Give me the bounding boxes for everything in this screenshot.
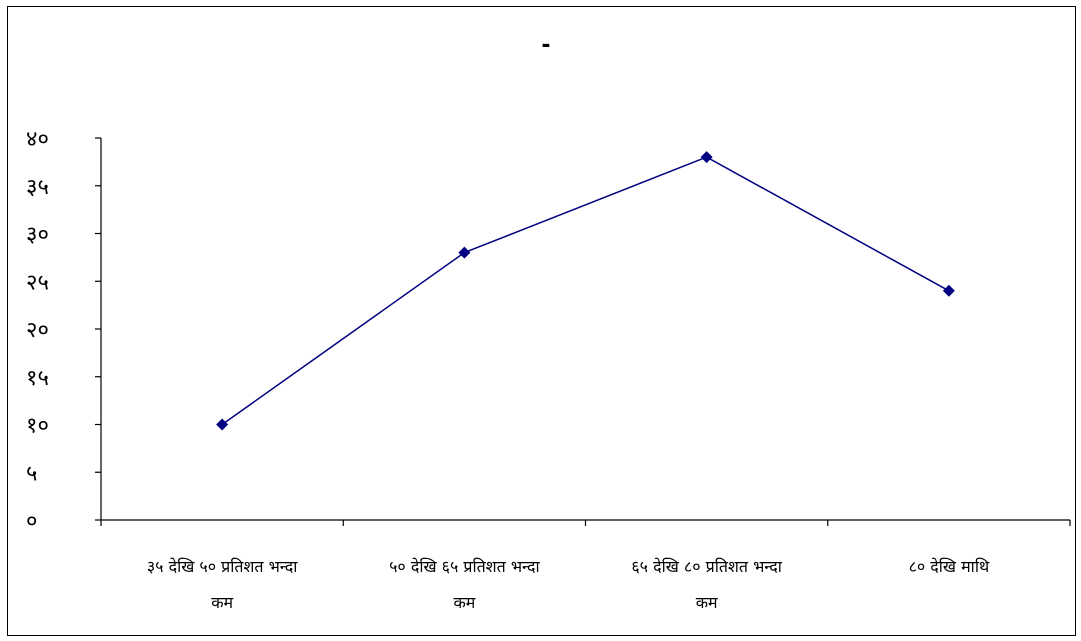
y-tick-label: २५	[26, 270, 49, 295]
y-tick-label: ३५	[26, 175, 49, 200]
y-tick-label: ५	[26, 461, 37, 486]
data-point-marker	[700, 151, 713, 164]
y-tick-label: ४०	[26, 127, 49, 152]
chart-frame	[7, 6, 1076, 636]
chart-title: -	[541, 33, 550, 58]
plot-area	[216, 151, 955, 431]
y-tick-label: १५	[26, 366, 49, 391]
x-tick-label: ३५ देखि ५० प्रतिशत भन्दा कम	[147, 557, 298, 612]
data-point-marker	[458, 246, 471, 259]
x-tick-label: ६५ देखि ८० प्रतिशत भन्दा कम	[631, 557, 782, 612]
y-tick-label: ०	[26, 509, 37, 534]
x-tick-label: ८० देखि माथि	[909, 557, 990, 576]
y-tick-label: २०	[26, 318, 49, 343]
series-line	[221, 156, 950, 426]
y-tick-label: ३०	[26, 223, 49, 248]
y-tick-label: १०	[26, 414, 49, 439]
x-tick-label: ५० देखि ६५ प्रतिशत भन्दा कम	[389, 557, 540, 612]
chart-axes: ० ५ १० १५ २० २५ ३० ३५ ४० ३५ देखि ५० प्रतिशत भन्दा…	[26, 127, 1071, 612]
data-point-marker	[942, 284, 955, 297]
data-point-marker	[216, 418, 229, 431]
